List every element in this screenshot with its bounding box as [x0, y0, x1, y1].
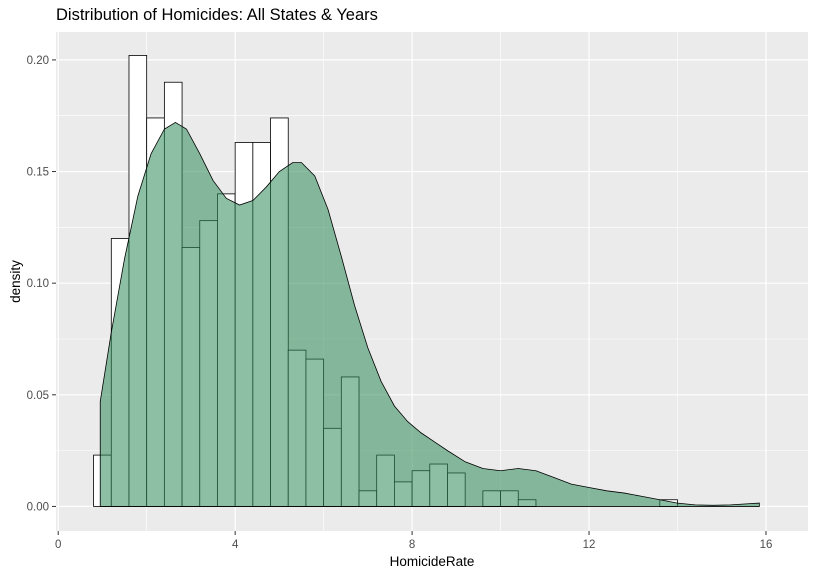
- y-tick-label: 0.05: [27, 390, 49, 402]
- y-axis-label: density: [8, 260, 23, 303]
- x-tick-label: 8: [409, 539, 415, 551]
- x-axis-label: HomicideRate: [390, 554, 475, 569]
- y-tick-label: 0.00: [27, 501, 49, 513]
- y-tick-label: 0.15: [27, 167, 49, 179]
- y-tick-label: 0.20: [27, 55, 49, 67]
- y-tick-label: 0.10: [27, 278, 49, 290]
- x-tick-label: 16: [760, 539, 773, 551]
- x-tick-label: 0: [55, 539, 61, 551]
- x-tick-label: 4: [232, 539, 239, 551]
- x-tick-label: 12: [583, 539, 596, 551]
